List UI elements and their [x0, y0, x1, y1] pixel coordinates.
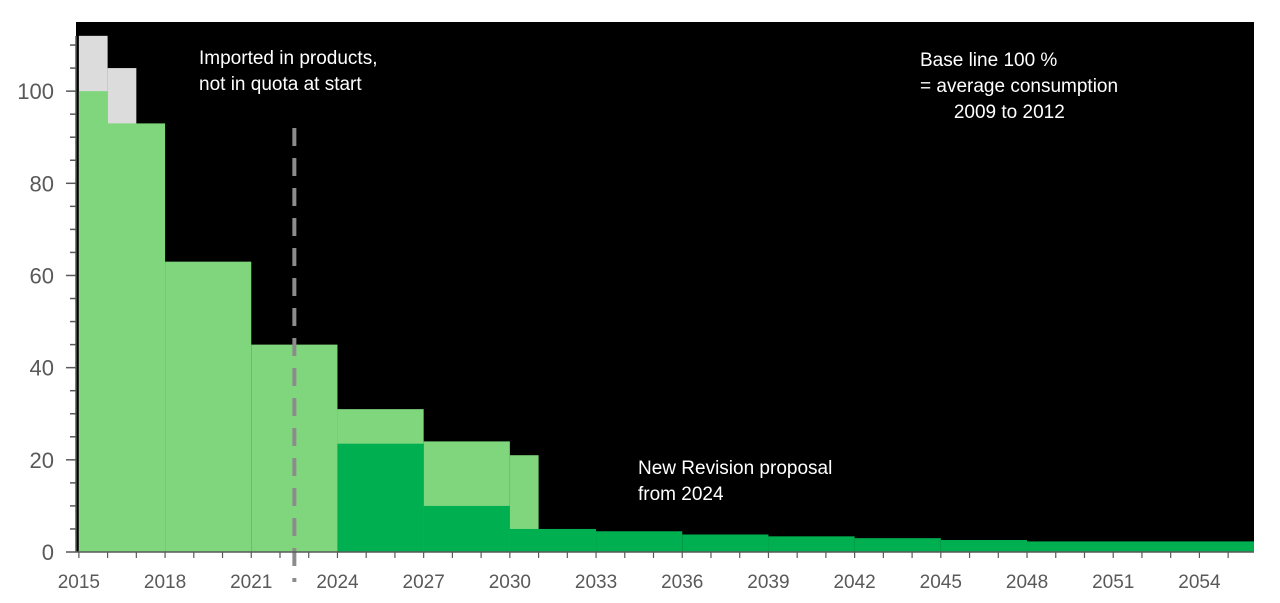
series-2-step-1: [423, 505, 510, 552]
series-2-step-8: [1027, 541, 1254, 552]
x-tick-label: 2021: [230, 572, 272, 593]
annotation-baseline-line-3: 2009 to 2012: [938, 102, 1065, 123]
y-tick-label: 100: [17, 79, 54, 104]
series-2-step-3: [596, 531, 683, 552]
series-2-step-2: [509, 528, 597, 552]
x-tick-label: 2036: [661, 572, 703, 593]
x-tick-label: 2015: [58, 572, 100, 593]
annotation-revision-line-1: New Revision proposal: [638, 458, 832, 479]
series-2-step-7: [940, 540, 1028, 552]
x-tick-label: 2024: [316, 572, 359, 593]
series-1-step-2: [165, 261, 252, 552]
series-1-step-0: [78, 91, 108, 552]
annotation-baseline-line-1: Base line 100 %: [920, 50, 1057, 71]
annotation-imported-line-2: not in quota at start: [199, 74, 362, 95]
annotation-imported-line-1: Imported in products,: [199, 48, 377, 69]
x-tick-label: 2033: [575, 572, 617, 593]
x-tick-label: 2018: [144, 572, 186, 593]
series-1-step-1: [107, 123, 166, 553]
series-2-step-5: [768, 536, 855, 552]
y-axis-ticks: 0 20 40 60 80 100: [17, 44, 76, 565]
x-tick-label: 2030: [489, 572, 531, 593]
y-tick-label: 0: [42, 540, 54, 565]
series-2-step-4: [682, 534, 769, 552]
series-2-step-6: [854, 538, 941, 552]
annotation-baseline: Base line 100 % = average consumption 20…: [0, 0, 1144, 123]
annotation-imported: Imported in products, not in quota at st…: [199, 48, 383, 95]
x-tick-label: 2051: [1092, 572, 1134, 593]
x-tick-label: 2054: [1178, 572, 1221, 593]
y-tick-label: 60: [30, 263, 54, 288]
x-tick-label: 2039: [747, 572, 789, 593]
x-tick-label: 2042: [833, 572, 875, 593]
y-tick-label: 20: [30, 448, 54, 473]
annotation-revision-line-2: from 2024: [638, 484, 724, 505]
y-tick-label: 80: [30, 171, 54, 196]
x-axis-ticks: 2015 2018 2021 2024 2027 2030 2033 2036 2039 2042…: [58, 552, 1229, 593]
series-steps: [78, 35, 1254, 553]
annotation-revision: New Revision proposal from 2024: [638, 458, 838, 505]
x-tick-label: 2027: [403, 572, 445, 593]
series-2-step-0: [337, 443, 424, 552]
annotation-baseline-line-2: = average consumption: [920, 76, 1118, 97]
x-tick-label: 2045: [920, 572, 962, 593]
x-tick-label: 2048: [1006, 572, 1048, 593]
y-tick-label: 40: [30, 356, 54, 381]
